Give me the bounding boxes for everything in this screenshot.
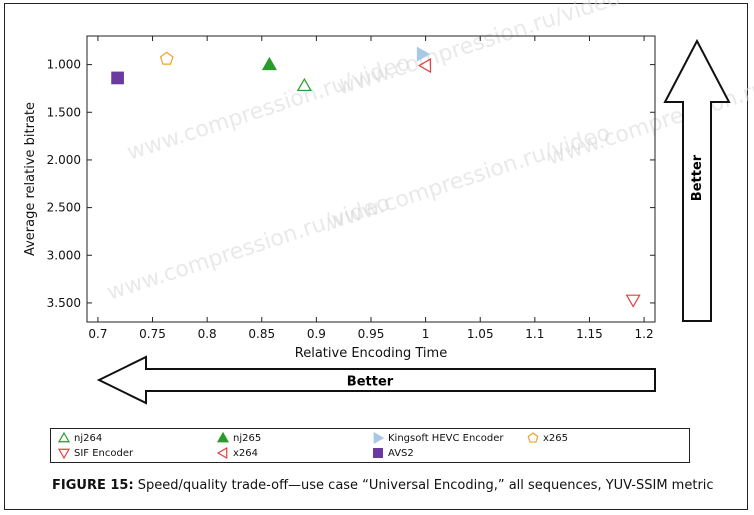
figure-caption: FIGURE 15: Speed/quality trade-off—use c… [52, 478, 714, 493]
legend-label: nj265 [233, 432, 262, 444]
legend-marker-shape [216, 432, 230, 443]
y-tick-label: 1.000 [47, 58, 81, 72]
x-tick-label: 1.15 [576, 327, 603, 341]
legend: nj264 nj265 Kingsoft HEVC Encoder x265 SIF E… [50, 428, 690, 463]
x-tick-label: 0.75 [139, 327, 166, 341]
better-label-vertical: Better [690, 154, 705, 201]
legend-marker [57, 432, 71, 443]
y-tick-label: 1.500 [47, 105, 81, 119]
x-tick-label: 1.1 [525, 327, 544, 341]
legend-item: x264 [216, 447, 258, 459]
legend-label: x265 [543, 432, 569, 444]
legend-marker-shape [527, 432, 539, 443]
legend-label: x264 [233, 447, 259, 459]
x-tick-label: 0.85 [248, 327, 275, 341]
legend-marker [373, 448, 383, 458]
data-points [111, 46, 641, 308]
legend-marker [216, 432, 230, 443]
x-tick-label: 0.9 [307, 327, 326, 341]
legend-marker-shape [57, 448, 71, 459]
y-axis: 1.000 1.500 2.000 2.500 3.000 3.500 [47, 58, 655, 310]
x-tick-label: 1.2 [635, 327, 654, 341]
x-axis-title: Relative Encoding Time [295, 346, 447, 361]
chart: www.compression.ru/videowww.compression.… [23, 0, 754, 405]
y-tick-label: 2.500 [47, 201, 81, 215]
legend-label: AVS2 [388, 447, 414, 459]
legend-item: Kingsoft HEVC Encoder [371, 432, 504, 444]
watermark-layer: www.compression.ru/videowww.compression.… [104, 0, 754, 306]
data-point [625, 294, 641, 308]
legend-marker-shape [57, 432, 71, 443]
legend-item: nj264 [57, 432, 102, 444]
x-tick-label: 1 [422, 327, 430, 341]
legend-marker [527, 432, 539, 443]
legend-label: SIF Encoder [74, 447, 134, 459]
better-arrow-vertical: Better [663, 38, 731, 322]
data-point [416, 46, 431, 62]
x-tick-label: 1.05 [467, 327, 494, 341]
watermark-text: www.compression.ru/video [544, 55, 754, 170]
legend-marker [216, 447, 228, 459]
legend-marker-shape [216, 447, 228, 459]
y-tick-label: 3.000 [47, 248, 81, 262]
legend-marker-shape [373, 448, 383, 458]
x-tick-label: 0.7 [88, 327, 107, 341]
legend-item: AVS2 [371, 447, 414, 459]
caption-text: Speed/quality trade-off—use case “Univer… [133, 478, 714, 493]
data-point [417, 58, 432, 74]
legend-label: nj264 [74, 432, 103, 444]
legend-item: nj265 [216, 432, 261, 444]
better-label-horizontal: Better [347, 375, 394, 390]
watermark-text: www.compression.ru/video [334, 0, 623, 101]
legend-marker [373, 432, 385, 444]
y-axis-title: Average relative bitrate [23, 102, 38, 256]
figure-frame [4, 3, 748, 510]
better-arrow-horizontal: Better [96, 355, 656, 405]
legend-item: x265 [526, 432, 568, 444]
x-axis: 0.7 0.75 0.8 0.85 0.9 0.95 1 1.05 1.1 1.15 1.2 [88, 36, 654, 341]
legend-marker [57, 448, 71, 459]
legend-label: Kingsoft HEVC Encoder [388, 432, 504, 444]
data-point [111, 71, 124, 85]
legend-item: SIF Encoder [57, 447, 133, 459]
y-tick-label: 3.500 [47, 296, 81, 310]
x-tick-label: 0.95 [358, 327, 385, 341]
caption-label: FIGURE 15: [52, 478, 134, 493]
x-tick-label: 0.8 [198, 327, 217, 341]
data-point [261, 56, 277, 71]
data-point [159, 51, 174, 65]
y-tick-label: 2.000 [47, 153, 81, 167]
data-point [296, 77, 312, 92]
legend-marker-shape [373, 432, 385, 444]
